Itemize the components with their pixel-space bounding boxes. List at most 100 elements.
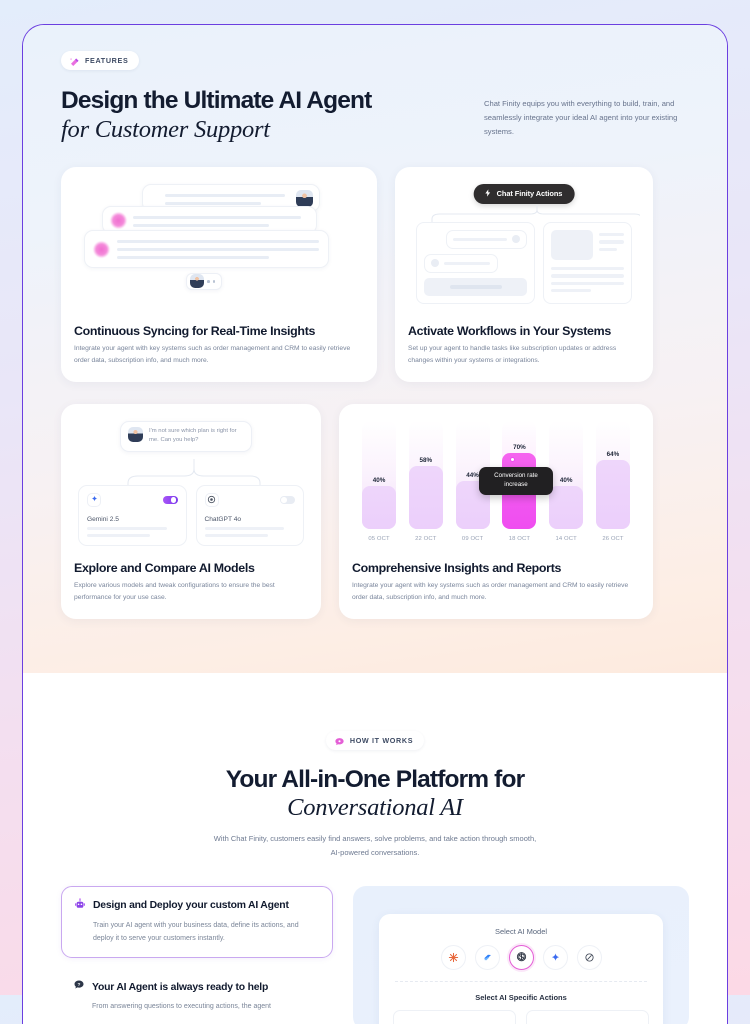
perplexity-icon[interactable] — [576, 944, 602, 970]
workflow-panes — [416, 221, 632, 304]
feature-card-workflows[interactable]: Chat Finity Actions — [395, 166, 653, 382]
chat-finity-actions-chip[interactable]: Chat Finity Actions — [473, 183, 575, 204]
robot-icon — [74, 897, 86, 915]
how-subtitle: With Chat Finity, customers easily find … — [213, 833, 537, 857]
how-title-line-2: Conversational AI — [287, 793, 463, 821]
chart-tooltip: Conversion rate increase — [479, 466, 553, 495]
how-it-works-panel: Select AI Model — [353, 885, 689, 1024]
chart-bar-value: 40% — [559, 476, 573, 484]
feature-card-reports[interactable]: 40% 58% 44% 70% 40% 64% 05 OCT 22 OCT 09 OCT 18 … — [339, 403, 653, 620]
chart-bar[interactable]: 40% — [549, 420, 584, 529]
syncing-visual — [74, 180, 364, 316]
copilot-icon[interactable] — [474, 944, 500, 970]
select-model-card: Select AI Model — [379, 913, 663, 1024]
chart-bar-value: 58% — [419, 456, 433, 464]
customer-message-bubble: I'm not sure which plan is right for me.… — [120, 420, 252, 452]
accordion-item-design-deploy[interactable]: Design and Deploy your custom AI Agent T… — [61, 885, 333, 959]
feature-card-title: Activate Workflows in Your Systems — [408, 323, 611, 338]
feature-card-title: Comprehensive Insights and Reports — [352, 560, 562, 575]
claude-icon[interactable] — [440, 944, 466, 970]
how-accordion: Design and Deploy your custom AI Agent T… — [61, 885, 333, 1024]
feature-card-desc: Integrate your agent with key systems su… — [74, 344, 351, 364]
workflow-pane-right — [543, 221, 632, 304]
how-it-works-badge: HOW IT WORKS — [325, 731, 425, 750]
features-section: FEATURES Design the Ultimate AI Agent fo… — [23, 25, 727, 673]
models-visual: I'm not sure which plan is right for me.… — [74, 417, 308, 553]
action-slot[interactable] — [393, 1009, 516, 1024]
model-card-gemini[interactable]: Gemini 2.5 — [78, 484, 187, 546]
chart-x-axis: 05 OCT 22 OCT 09 OCT 18 OCT 14 OCT 26 OCT — [358, 529, 634, 542]
accordion-desc: Train your AI agent with your business d… — [93, 921, 299, 942]
chart-bar-fill — [362, 485, 396, 529]
feature-card-desc: Integrate your agent with key systems su… — [352, 581, 629, 602]
how-title-line-1: Your All-in-One Platform for — [225, 766, 525, 793]
how-it-works-header: HOW IT WORKS Your All-in-One Platform fo… — [61, 731, 689, 860]
model-compare-cards: Gemini 2.5 ChatGPT 4o — [78, 484, 304, 546]
workflow-pane-left — [416, 221, 535, 304]
openai-icon — [204, 492, 219, 507]
chart-bar-value: 40% — [372, 476, 386, 484]
workflows-visual: Chat Finity Actions — [408, 180, 640, 316]
chart-x-label: 14 OCT — [555, 535, 577, 542]
model-name: ChatGPT 4o — [204, 515, 242, 523]
chat-row — [102, 205, 317, 234]
chart-tooltip-anchor — [510, 456, 515, 462]
model-card-chatgpt[interactable]: ChatGPT 4o — [195, 484, 304, 546]
chart-bar-fill — [549, 485, 584, 529]
gemini-icon[interactable] — [542, 944, 568, 970]
gemini-sparkle-icon — [87, 492, 101, 507]
connector-lines-icon — [431, 204, 640, 223]
workflow-row — [446, 229, 527, 249]
chart-bar[interactable]: 40% — [362, 420, 396, 529]
chart-x-label: 26 OCT — [602, 535, 624, 542]
feature-card-desc: Explore various models and tweak configu… — [74, 581, 275, 602]
chart-x-label: 09 OCT — [461, 535, 484, 542]
panel-divider — [395, 980, 647, 982]
feature-card-models[interactable]: I'm not sure which plan is right for me.… — [61, 403, 321, 620]
features-badge: FEATURES — [61, 51, 140, 70]
workflow-row — [424, 253, 499, 273]
model-toggle-gemini[interactable] — [162, 495, 178, 504]
openai-icon[interactable] — [508, 944, 534, 970]
accordion-title: Your AI Agent is always ready to help — [92, 981, 269, 993]
action-slots — [393, 1009, 649, 1024]
how-it-works-badge-label: HOW IT WORKS — [349, 736, 414, 745]
sparkle-wand-icon — [69, 55, 80, 67]
chart-bar-value: 44% — [466, 471, 479, 479]
avatar — [128, 426, 143, 442]
chart-bar[interactable]: 64% — [595, 420, 630, 529]
features-headline: Design the Ultimate AI Agent for Custome… — [61, 87, 372, 145]
accordion-title: Design and Deploy your custom AI Agent — [93, 900, 289, 912]
how-it-works-section: HOW IT WORKS Your All-in-One Platform fo… — [23, 673, 727, 1024]
bubble-text: I'm not sure which plan is right for me.… — [149, 427, 237, 444]
model-name: Gemini 2.5 — [87, 515, 119, 523]
headline-line-2: for Customer Support — [61, 115, 270, 143]
dot-icon — [207, 280, 210, 283]
feature-cards-row-2: I'm not sure which plan is right for me.… — [61, 403, 689, 620]
model-toggle-chatgpt[interactable] — [280, 495, 295, 504]
accordion-item-always-ready[interactable]: ? Your AI Agent is always ready to help … — [61, 968, 333, 1024]
chip-label: Chat Finity Actions — [496, 189, 563, 199]
action-slot[interactable] — [526, 1009, 649, 1024]
chart-bar[interactable]: 58% — [408, 420, 443, 529]
svg-text:?: ? — [78, 982, 81, 988]
model-icon-row — [393, 944, 649, 970]
avatar — [190, 274, 204, 289]
connector-lines-icon — [127, 458, 261, 489]
select-actions-label: Select AI Specific Actions — [475, 992, 567, 1002]
chart-x-label: 05 OCT — [368, 535, 390, 542]
feature-card-syncing[interactable]: Continuous Syncing for Real-Time Insight… — [61, 166, 377, 382]
features-header: Design the Ultimate AI Agent for Custome… — [61, 87, 689, 145]
chart-x-label: 22 OCT — [415, 535, 437, 542]
chart-bar-value: 64% — [606, 450, 620, 458]
chart-bar-fill — [408, 465, 443, 529]
feature-card-desc: Set up your agent to handle tasks like s… — [408, 344, 617, 364]
reports-chart-visual: 40% 58% 44% 70% 40% 64% 05 OCT 22 OCT 09 OCT 18 … — [352, 417, 640, 553]
features-badge-label: FEATURES — [85, 56, 129, 65]
feature-cards-row-1: Continuous Syncing for Real-Time Insight… — [61, 166, 689, 382]
lightning-bolt-icon — [484, 189, 492, 199]
feature-card-title: Explore and Compare AI Models — [74, 560, 255, 575]
accordion-desc: From answering questions to executing ac… — [92, 1003, 271, 1011]
avatar — [93, 240, 110, 258]
insights-bar-chart: 40% 58% 44% 70% 40% 64% 05 OCT 22 OCT 09 OCT 18 … — [352, 417, 640, 553]
